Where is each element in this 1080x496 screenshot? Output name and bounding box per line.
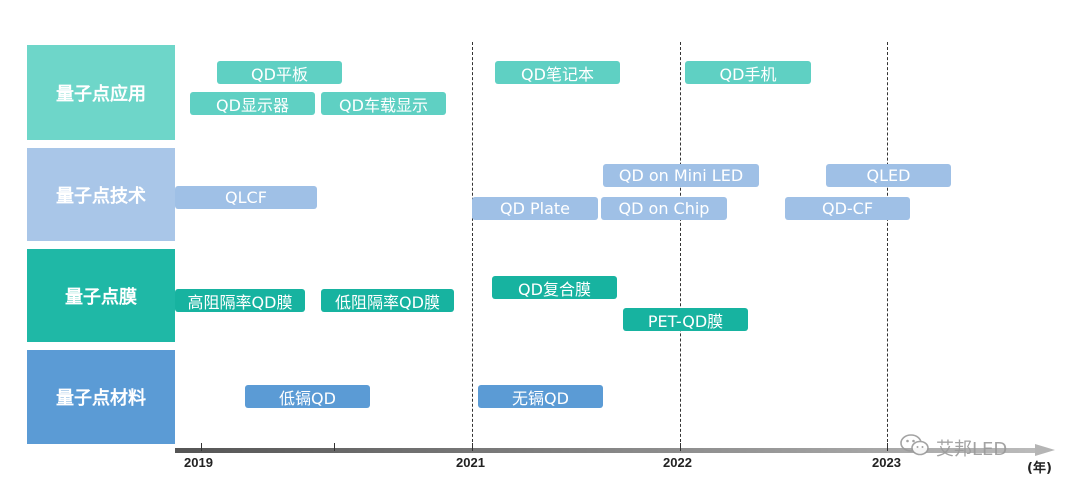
year-line-2022 bbox=[680, 42, 681, 452]
year-line-2023 bbox=[887, 42, 888, 452]
axis-label-2023: 2023 bbox=[872, 455, 901, 470]
item-qd-plate: QD Plate bbox=[472, 197, 598, 220]
row-label-technology: 量子点技术 bbox=[27, 148, 175, 241]
item-pet-qd-film: PET-QD膜 bbox=[623, 308, 748, 331]
year-line-2021 bbox=[472, 42, 473, 452]
item-qd-tablet: QD平板 bbox=[217, 61, 342, 84]
item-qled: QLED bbox=[826, 164, 951, 187]
item-cd-free-qd: 无镉QD bbox=[478, 385, 603, 408]
axis-unit-label: (年) bbox=[1027, 461, 1052, 476]
axis-label-2022: 2022 bbox=[663, 455, 692, 470]
timeline-axis bbox=[175, 448, 1037, 453]
axis-label-2021: 2021 bbox=[456, 455, 485, 470]
row-label-applications: 量子点应用 bbox=[27, 45, 175, 140]
axis-tick bbox=[680, 443, 681, 451]
item-low-cd-qd: 低镉QD bbox=[245, 385, 370, 408]
axis-tick bbox=[334, 443, 335, 451]
item-qd-car-display: QD车载显示 bbox=[321, 92, 446, 115]
item-qd-cf: QD-CF bbox=[785, 197, 910, 220]
wechat-icon bbox=[900, 433, 930, 462]
axis-label-2019: 2019 bbox=[184, 455, 213, 470]
item-low-barrier-film: 低阻隔率QD膜 bbox=[321, 289, 454, 312]
row-label-film: 量子点膜 bbox=[27, 249, 175, 342]
item-high-barrier-film: 高阻隔率QD膜 bbox=[175, 289, 305, 312]
timeline-arrow-icon bbox=[1035, 444, 1055, 456]
item-qd-display: QD显示器 bbox=[190, 92, 315, 115]
watermark-text: 艾邦LED bbox=[936, 438, 1008, 460]
axis-tick bbox=[201, 443, 202, 451]
item-qd-composite-film: QD复合膜 bbox=[492, 276, 617, 299]
item-qd-notebook: QD笔记本 bbox=[495, 61, 620, 84]
item-qd-phone: QD手机 bbox=[685, 61, 811, 84]
item-qd-on-chip: QD on Chip bbox=[601, 197, 727, 220]
axis-tick bbox=[472, 443, 473, 451]
row-label-materials: 量子点材料 bbox=[27, 350, 175, 444]
axis-tick bbox=[887, 443, 888, 451]
item-qd-on-mini-led: QD on Mini LED bbox=[603, 164, 759, 187]
item-qlcf: QLCF bbox=[175, 186, 317, 209]
watermark: 艾邦LED bbox=[900, 433, 1007, 462]
